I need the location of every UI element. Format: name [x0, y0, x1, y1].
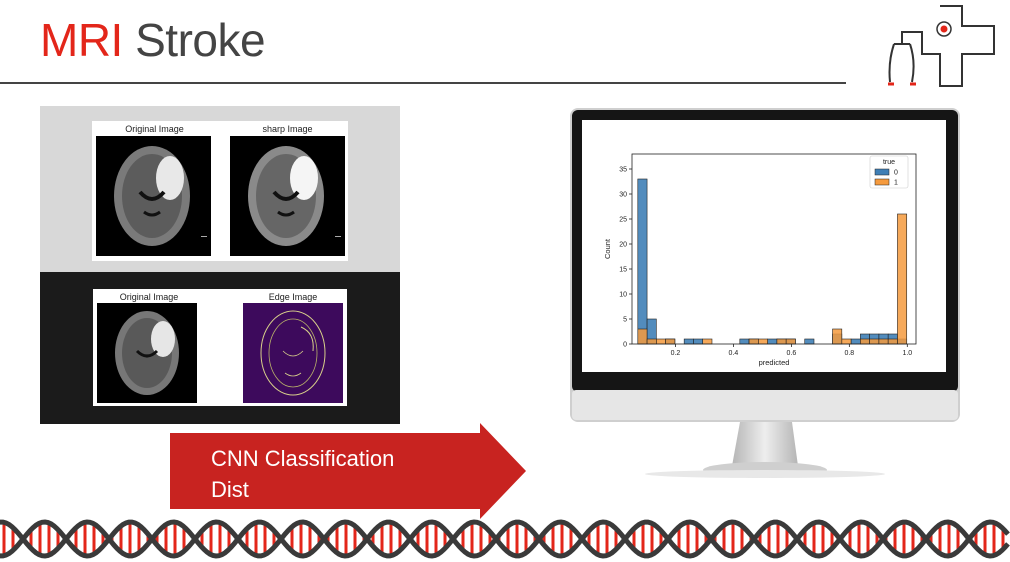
x-tick-label: 0.2	[671, 350, 681, 357]
histogram-bar-series-1	[646, 338, 657, 345]
histogram-bar-series-1	[637, 328, 648, 345]
histogram-bar-series-0	[637, 178, 648, 345]
histogram-bar-series-1	[656, 338, 666, 345]
plot-frame	[631, 153, 917, 345]
histogram-bar-series-0	[767, 338, 778, 345]
title-divider	[0, 82, 846, 84]
histogram-bar-series-0	[693, 338, 704, 345]
y-tick-label: 25	[619, 217, 627, 224]
slide-title: MRI Stroke	[40, 12, 266, 68]
edge-image-title: Edge Image	[268, 292, 318, 302]
sharp-image-title: sharp Image	[262, 124, 313, 134]
title-mri: MRI	[40, 14, 123, 66]
histogram-bar-series-1	[869, 338, 880, 345]
histogram-bar-series-1	[832, 328, 843, 345]
histogram-bar-series-0	[850, 338, 861, 345]
histogram-bar-series-0	[804, 338, 815, 345]
y-tick-label: 35	[619, 167, 627, 174]
histogram-bar-series-1	[897, 213, 908, 345]
x-tick-label: 1.0	[902, 350, 912, 357]
histogram-bar-series-1	[665, 338, 676, 345]
arrow-label-line2: Dist	[211, 477, 249, 502]
original-image-title: Original Image	[125, 124, 184, 134]
legend-swatch	[874, 168, 890, 176]
original-mri-image	[96, 136, 211, 256]
legend-label: 1	[894, 180, 898, 187]
title-stroke: Stroke	[135, 14, 266, 66]
y-tick-label: 10	[619, 292, 627, 299]
y-tick-label: 5	[623, 317, 627, 324]
histogram-bar-series-0	[683, 338, 694, 345]
histogram-bar-series-1	[702, 338, 713, 345]
x-tick-label: 0.8	[844, 350, 854, 357]
histogram-bar-series-1	[748, 338, 759, 345]
histogram-bar-series-0	[739, 338, 750, 345]
y-tick-label: 20	[619, 242, 627, 249]
histogram-bar-series-1	[860, 338, 870, 345]
legend-title: true	[883, 159, 895, 166]
edge-mri-image	[243, 303, 343, 403]
dna-strand	[0, 519, 1010, 559]
y-axis-label: Count	[603, 238, 612, 259]
histogram-bar-series-1	[776, 338, 787, 345]
arrow-label: CNN Classification Dist	[211, 443, 471, 505]
histogram-bar-series-1	[758, 338, 768, 345]
x-axis-label: predicted	[759, 358, 790, 367]
original-image-title-2: Original Image	[119, 292, 179, 302]
mri-comparison-sharp: Original Image sharp Image	[92, 121, 348, 261]
prediction-histogram: 0.2 0.4 0.6 0.8 1.005101520253035predictedCo…	[582, 120, 946, 372]
y-tick-label: 0	[623, 342, 627, 349]
histogram-bar-series-1	[785, 338, 796, 345]
y-tick-label: 30	[619, 192, 627, 199]
histogram-bar-series-1	[887, 338, 898, 345]
mri-comparison-edge: Original Image Edge Image	[93, 289, 347, 406]
x-tick-label: 0.6	[787, 350, 797, 357]
original-mri-image-2	[97, 303, 197, 403]
legend-label: 0	[894, 170, 898, 177]
stethoscope-cross-icon	[888, 5, 995, 87]
sharp-mri-image	[230, 136, 345, 256]
dna-helix-decoration	[0, 519, 1010, 559]
y-tick-label: 15	[619, 267, 627, 274]
x-tick-label: 0.4	[729, 350, 739, 357]
legend-swatch	[874, 178, 890, 186]
histogram-bar-series-1	[878, 338, 889, 345]
arrow-label-line1: CNN Classification	[211, 446, 395, 471]
histogram-bar-series-1	[841, 338, 852, 345]
classification-arrow	[170, 423, 526, 519]
